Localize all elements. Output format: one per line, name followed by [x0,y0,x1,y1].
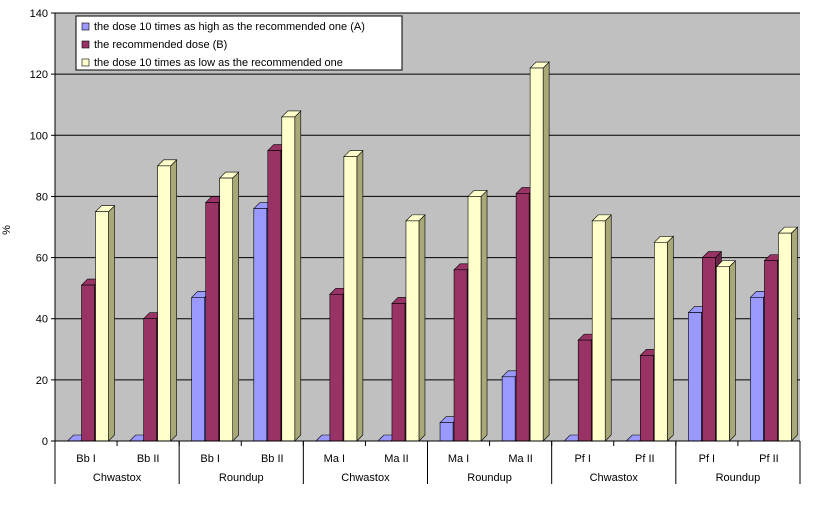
y-axis-label: % [1,225,13,235]
bar-front [81,284,95,442]
x-tick-label: Bb II [261,453,284,465]
bar-front [281,116,296,442]
bar-front [688,312,702,442]
bar-front [716,266,730,442]
bar [529,61,550,442]
y-axis: 0 20 40 60 80 100 120 140 [30,8,56,448]
bar-front [529,67,544,442]
bar-front [329,293,344,442]
bar-side [542,61,550,442]
y-tick-label: 20 [36,375,48,387]
gridlines [55,12,800,381]
bar [218,171,240,442]
group-label: Chwastox [93,472,142,484]
bar-front [750,297,764,442]
bars [66,61,799,442]
x-tick-label: Pf I [699,453,716,465]
x-axis: Bb I Bb II Bb I Bb II Ma I Ma II Ma I Ma II Pf I… [54,440,801,484]
x-tick-label: Pf I [574,453,591,465]
bar-front [577,339,592,442]
x-tick-label: Bb I [76,453,96,465]
y-tick-label: 100 [30,130,48,142]
bar-front [702,257,716,442]
bar-front [653,241,668,442]
bar-side [666,235,674,442]
bar-front [501,376,516,442]
bar-front [467,196,482,442]
bar-front [95,211,109,442]
group-label: Roundup [219,472,264,484]
bar-front [764,260,778,442]
y-tick-label: 40 [36,314,48,326]
y-tick-label: 80 [36,191,48,203]
bar [343,149,364,442]
y-tick-label: 120 [30,69,48,81]
bar-side [791,226,798,442]
y-tick-label: 140 [30,8,48,20]
y-tick-label: 0 [42,436,48,448]
group-label: Roundup [467,472,512,484]
bar-front [343,156,358,442]
bar [156,159,178,442]
bar-side [232,171,240,442]
bar-front [157,165,171,442]
bar-front [219,177,234,442]
legend-swatch [81,22,90,31]
group-label: Roundup [716,472,761,484]
legend-swatch [81,58,90,67]
bar-front [253,208,268,442]
bar [281,110,302,442]
bar-front [405,220,420,442]
bar-side [418,214,426,442]
bar-front [205,202,220,442]
bar-front [143,318,157,442]
legend-swatch [81,40,90,49]
bar-side [170,159,177,442]
bar-side [108,204,115,442]
bar-front [639,355,654,442]
x-tick-label: Ma II [384,453,408,465]
legend-label: the dose 10 times as high as the recomme… [94,21,365,33]
bar-side [604,214,612,442]
bar-front [515,193,530,442]
bar-side [480,189,488,442]
legend-box [75,15,403,71]
group-label: Chwastox [590,472,639,484]
bar-front [391,303,406,442]
bar-side [729,260,736,442]
bar-front [267,150,282,442]
bar-side [294,110,302,442]
x-tick-label: Bb II [137,453,160,465]
bar [591,214,612,442]
bar-front [453,269,468,442]
x-tick-label: Bb I [200,453,220,465]
bar [405,214,426,442]
y-tick-label: 60 [36,253,48,265]
bar-front [778,232,792,442]
legend-label: the recommended dose (B) [94,39,227,51]
bar-front [439,422,454,442]
legend: the dose 10 times as high as the recomme… [75,15,403,71]
x-tick-label: Ma II [508,453,532,465]
bar [653,235,675,442]
x-tick-label: Ma I [324,453,345,465]
plot-area [55,13,800,441]
group-label: Chwastox [341,472,390,484]
bar [777,226,799,442]
bar [715,260,737,442]
bar-side [356,149,364,442]
bar-front [591,220,606,442]
bar-front [191,297,206,442]
bar [467,189,488,442]
x-tick-label: Ma I [448,453,469,465]
x-tick-label: Pf II [759,453,779,465]
bar [94,204,116,442]
legend-label: the dose 10 times as low as the recommen… [94,57,343,69]
x-tick-label: Pf II [635,453,655,465]
